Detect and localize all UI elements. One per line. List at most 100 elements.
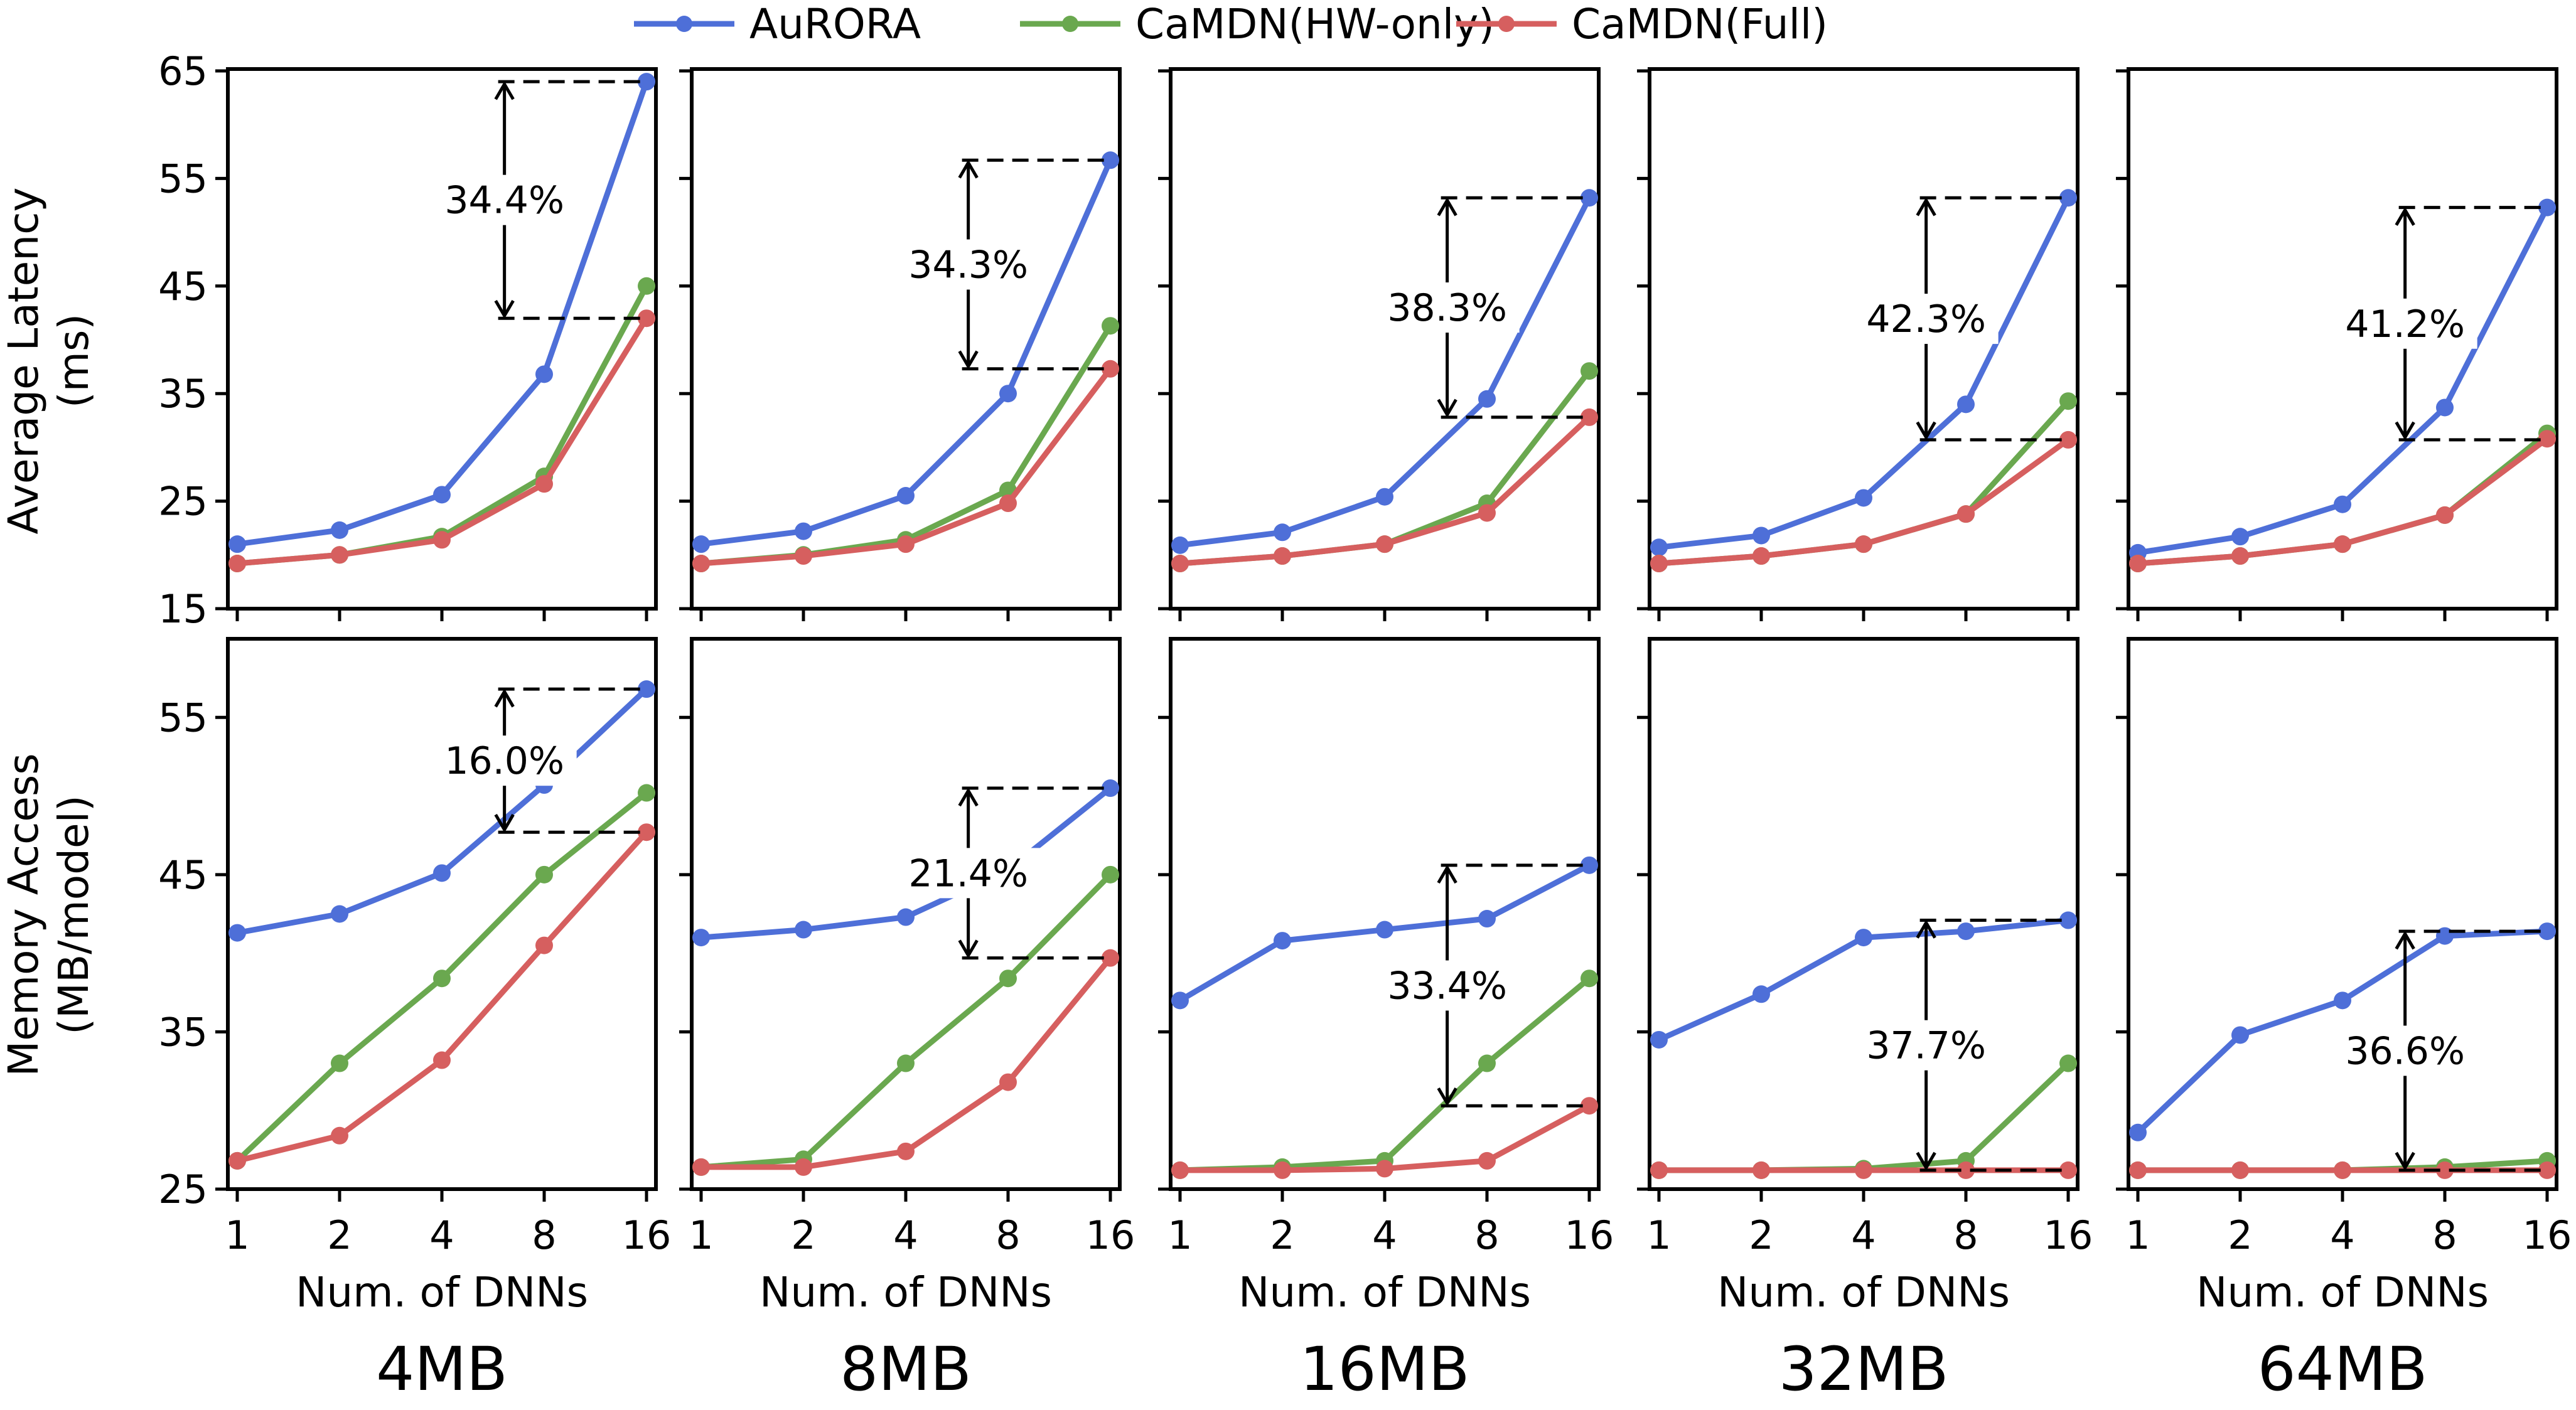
data-point-latency-32mb-aurora-16 [2059, 189, 2077, 207]
y-tick-label-memory-25: 25 [158, 1167, 208, 1212]
x-tick-label-4mb-4: 4 [429, 1212, 454, 1258]
data-point-memory-16mb-aurora-1 [1171, 991, 1189, 1010]
legend-marker-camdn-full [1498, 16, 1515, 32]
annotation-latency-64mb: 41.2% [2332, 206, 2547, 442]
annotation-arrow-head-top-latency-64mb [2395, 206, 2415, 226]
data-point-latency-32mb-camdn-full-2 [1752, 547, 1770, 565]
x-tick-label-16mb-4: 4 [1372, 1212, 1397, 1258]
x-axis-title-16mb: Num. of DNNs [1238, 1268, 1531, 1317]
series-line-memory-32mb-camdn-hw-only [1659, 1061, 2071, 1173]
data-point-memory-16mb-aurora-8 [1478, 910, 1496, 928]
data-point-memory-32mb-camdn-hw-only-16 [2059, 1054, 2077, 1072]
legend-item-camdn-full: CaMDN(Full) [1456, 0, 1828, 48]
data-point-memory-32mb-aurora-2 [1752, 985, 1770, 1003]
x-tick-label-64mb-4: 4 [2330, 1212, 2354, 1258]
x-axis-title-8mb: Num. of DNNs [759, 1268, 1052, 1317]
data-point-latency-32mb-camdn-full-8 [1957, 505, 1975, 523]
legend-label-aurora: AuRORA [749, 0, 921, 48]
annotation-memory-4mb: 16.0% [432, 687, 647, 834]
y-tick-label-latency-65: 65 [158, 48, 208, 94]
annotation-arrow-head-top-latency-16mb [1437, 197, 1457, 216]
data-point-memory-4mb-aurora-16 [638, 680, 655, 698]
data-point-latency-16mb-aurora-16 [1580, 189, 1598, 207]
annotation-memory-32mb: 37.7% [1854, 919, 2068, 1172]
data-point-latency-16mb-camdn-full-4 [1376, 535, 1393, 553]
data-point-memory-32mb-camdn-full-8 [1957, 1161, 1975, 1179]
annotation-label-bg-memory-16mb [1375, 960, 1520, 1011]
panel-memory-8mb: 1 2 4 8 16 21.4% Num. of DNNs 8MB [679, 637, 1135, 1404]
annotation-memory-64mb: 36.6% [2332, 929, 2547, 1172]
data-point-memory-64mb-aurora-1 [2129, 1123, 2147, 1141]
data-point-memory-8mb-camdn-full-8 [999, 1073, 1017, 1091]
annotation-arrow-head-top-memory-4mb [494, 688, 515, 708]
panel-frame-memory-32mb [1648, 637, 2080, 1191]
panel-latency-16mb: 38.3% [1158, 67, 1601, 621]
data-point-memory-64mb-aurora-2 [2231, 1026, 2249, 1044]
series-line-latency-4mb-camdn-full [237, 316, 649, 567]
legend-item-aurora: AuRORA [634, 0, 921, 48]
data-point-latency-4mb-camdn-full-1 [228, 555, 246, 573]
data-point-memory-8mb-camdn-full-4 [897, 1142, 915, 1160]
x-tick-label-32mb-4: 4 [1851, 1212, 1876, 1258]
annotation-latency-8mb: 34.3% [896, 158, 1110, 371]
data-point-memory-8mb-aurora-4 [897, 908, 915, 926]
data-point-latency-4mb-aurora-1 [228, 535, 246, 553]
data-point-latency-64mb-camdn-full-8 [2436, 506, 2454, 524]
annotation-label-bg-latency-8mb [896, 239, 1041, 290]
x-tick-label-8mb-16: 16 [1086, 1212, 1135, 1258]
panel-latency-64mb: 41.2% [2116, 67, 2558, 621]
x-tick-label-64mb-1: 1 [2125, 1212, 2150, 1258]
panel-memory-32mb: 1 2 4 8 16 37.7% Num. of DNNs 32MB [1637, 637, 2093, 1404]
legend-label-camdn-full: CaMDN(Full) [1572, 0, 1828, 48]
data-point-latency-8mb-aurora-4 [897, 487, 915, 505]
data-point-memory-32mb-aurora-4 [1855, 929, 1872, 947]
data-point-memory-4mb-aurora-2 [331, 905, 348, 923]
data-point-latency-8mb-aurora-1 [692, 535, 710, 553]
x-axis-title-32mb: Num. of DNNs [1717, 1268, 2010, 1317]
memory-ylabel-line2: (MB/model) [50, 795, 98, 1034]
annotation-arrow-head-top-latency-4mb [494, 81, 515, 100]
x-tick-label-16mb-1: 1 [1167, 1212, 1192, 1258]
y-tick-label-memory-55: 55 [158, 695, 208, 740]
data-point-latency-64mb-aurora-4 [2334, 495, 2351, 513]
cache-size-label-8mb: 8MB [840, 1334, 972, 1404]
data-point-memory-16mb-camdn-full-1 [1171, 1161, 1189, 1179]
x-tick-label-8mb-8: 8 [996, 1212, 1020, 1258]
data-point-latency-8mb-camdn-hw-only-16 [1102, 317, 1119, 335]
data-point-latency-16mb-aurora-1 [1171, 536, 1189, 554]
data-point-memory-16mb-aurora-16 [1580, 856, 1598, 874]
data-point-memory-32mb-camdn-full-4 [1855, 1161, 1872, 1179]
panels: 15 25 35 45 55 65 34.4% 34.3% 38.3% 42.3% 41.2% 25 3… [158, 48, 2572, 1404]
data-point-latency-16mb-aurora-8 [1478, 390, 1496, 408]
series-line-latency-4mb-camdn-hw-only [237, 284, 649, 567]
data-point-memory-4mb-camdn-hw-only-4 [433, 969, 451, 988]
data-point-latency-32mb-aurora-4 [1855, 489, 1872, 507]
panel-frame-latency-4mb [226, 67, 658, 611]
data-point-memory-8mb-camdn-hw-only-4 [897, 1054, 915, 1072]
data-point-latency-4mb-camdn-hw-only-16 [638, 277, 655, 295]
x-tick-label-8mb-1: 1 [689, 1212, 713, 1258]
memory-ylabel-line1: Memory Access [0, 753, 48, 1076]
annotation-label-latency-16mb: 38.3% [1387, 286, 1507, 330]
data-point-memory-64mb-camdn-full-1 [2129, 1161, 2147, 1179]
data-point-latency-16mb-camdn-full-1 [1171, 555, 1189, 573]
x-tick-label-64mb-2: 2 [2228, 1212, 2252, 1258]
panel-frame-memory-16mb [1169, 637, 1601, 1191]
data-point-latency-16mb-aurora-2 [1274, 523, 1291, 542]
data-point-latency-32mb-camdn-full-1 [1650, 555, 1668, 573]
x-tick-label-64mb-16: 16 [2523, 1212, 2572, 1258]
panel-latency-8mb: 34.3% [679, 67, 1122, 621]
data-point-memory-64mb-camdn-full-16 [2538, 1161, 2556, 1179]
data-point-memory-32mb-camdn-full-1 [1650, 1161, 1668, 1179]
series-line-latency-8mb-aurora [700, 159, 1114, 547]
latency-ylabel-line2: (ms) [50, 314, 98, 408]
annotation-label-bg-latency-4mb [432, 174, 577, 225]
cache-size-label-16mb: 16MB [1300, 1334, 1470, 1404]
y-tick-label-latency-55: 55 [158, 156, 208, 201]
annotation-label-latency-32mb: 42.3% [1866, 297, 1986, 341]
panel-frame-memory-64mb [2127, 637, 2558, 1191]
data-point-latency-32mb-aurora-1 [1650, 538, 1668, 557]
annotation-latency-4mb: 34.4% [432, 80, 647, 320]
y-tick-label-latency-45: 45 [158, 264, 208, 309]
